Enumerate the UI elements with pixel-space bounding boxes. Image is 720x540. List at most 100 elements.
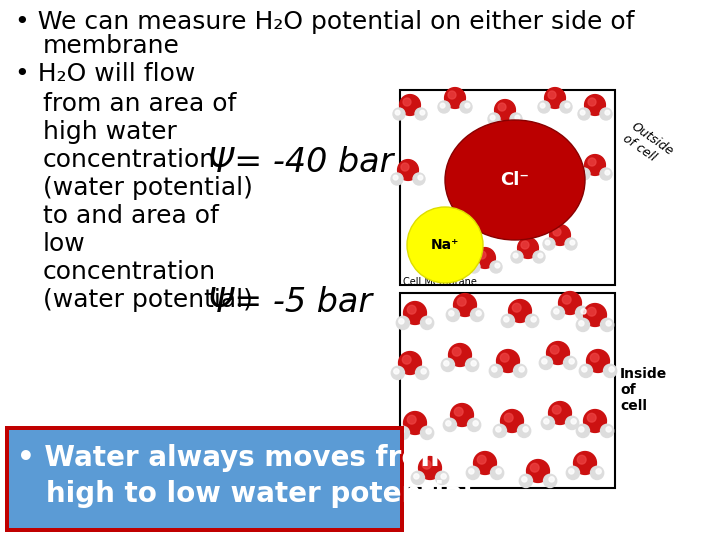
Circle shape [519,367,524,372]
Circle shape [490,364,503,377]
Circle shape [538,253,543,258]
Circle shape [552,306,564,320]
Circle shape [518,424,531,437]
Circle shape [452,347,461,356]
Circle shape [478,251,486,259]
Circle shape [428,248,440,260]
Circle shape [519,474,533,488]
Circle shape [605,170,610,175]
Circle shape [588,307,596,316]
Circle shape [476,310,481,316]
Text: • Water always moves from: • Water always moves from [17,444,449,472]
Circle shape [504,413,513,422]
Text: high water: high water [43,120,177,144]
Ellipse shape [407,207,483,283]
Circle shape [470,263,475,268]
Circle shape [426,319,431,324]
Circle shape [457,298,466,306]
Text: membrane: membrane [43,34,180,58]
Circle shape [474,248,495,268]
Circle shape [441,359,454,372]
Circle shape [585,94,606,116]
Circle shape [449,310,454,316]
Circle shape [495,263,500,268]
Bar [9,430,400,528]
Circle shape [513,303,521,312]
Circle shape [574,451,596,475]
Circle shape [496,427,501,432]
Circle shape [445,87,465,109]
Circle shape [438,238,446,246]
Circle shape [600,424,613,437]
Circle shape [565,416,579,429]
Circle shape [569,469,574,474]
Circle shape [474,451,497,475]
Text: Cell Membrane: Cell Membrane [403,277,477,287]
Text: (water potential): (water potential) [43,288,253,312]
Circle shape [570,240,575,245]
Circle shape [581,309,586,314]
Circle shape [548,91,556,99]
Circle shape [421,369,426,374]
Circle shape [575,306,589,320]
Circle shape [415,366,428,380]
Text: • H₂O will flow: • H₂O will flow [15,62,195,86]
Circle shape [544,474,557,488]
Circle shape [500,409,523,433]
Circle shape [471,361,477,366]
Circle shape [488,113,500,125]
Circle shape [438,101,450,113]
Circle shape [579,427,584,432]
Circle shape [606,427,611,432]
Circle shape [391,366,405,380]
Circle shape [539,356,552,369]
Circle shape [540,103,545,108]
Bar [5,426,404,532]
Circle shape [399,352,421,374]
Circle shape [420,426,433,440]
Circle shape [423,460,431,469]
Circle shape [454,407,463,416]
Circle shape [578,108,590,120]
Text: concentration: concentration [43,260,216,284]
Circle shape [399,319,404,324]
Circle shape [420,110,425,115]
Circle shape [431,250,435,255]
Bar [400,90,615,285]
Circle shape [490,115,495,120]
Circle shape [565,103,570,108]
Circle shape [531,463,539,472]
Circle shape [523,427,528,432]
Circle shape [582,367,587,372]
Circle shape [567,467,580,480]
Circle shape [504,317,509,322]
Circle shape [396,316,410,329]
Circle shape [544,418,549,424]
Circle shape [549,402,572,424]
Text: Cl⁻: Cl⁻ [500,171,529,189]
Circle shape [473,421,478,426]
Circle shape [403,98,411,106]
Circle shape [588,413,596,422]
Circle shape [391,173,403,185]
Circle shape [587,349,609,373]
Text: • We can measure H₂O potential on either side of: • We can measure H₂O potential on either… [15,10,634,34]
Circle shape [402,355,411,364]
Text: Na⁺: Na⁺ [431,238,459,252]
Circle shape [580,110,585,115]
Circle shape [588,158,596,166]
Ellipse shape [445,120,585,240]
Circle shape [448,91,456,99]
Circle shape [596,469,601,474]
Circle shape [553,228,561,236]
Circle shape [609,367,614,372]
Circle shape [399,429,404,434]
Circle shape [562,295,571,304]
Circle shape [454,294,477,316]
Circle shape [467,467,480,480]
Circle shape [543,238,555,250]
Text: high to low water potential: high to low water potential [17,480,472,508]
Circle shape [580,364,593,377]
Circle shape [446,421,451,426]
Circle shape [521,241,529,249]
